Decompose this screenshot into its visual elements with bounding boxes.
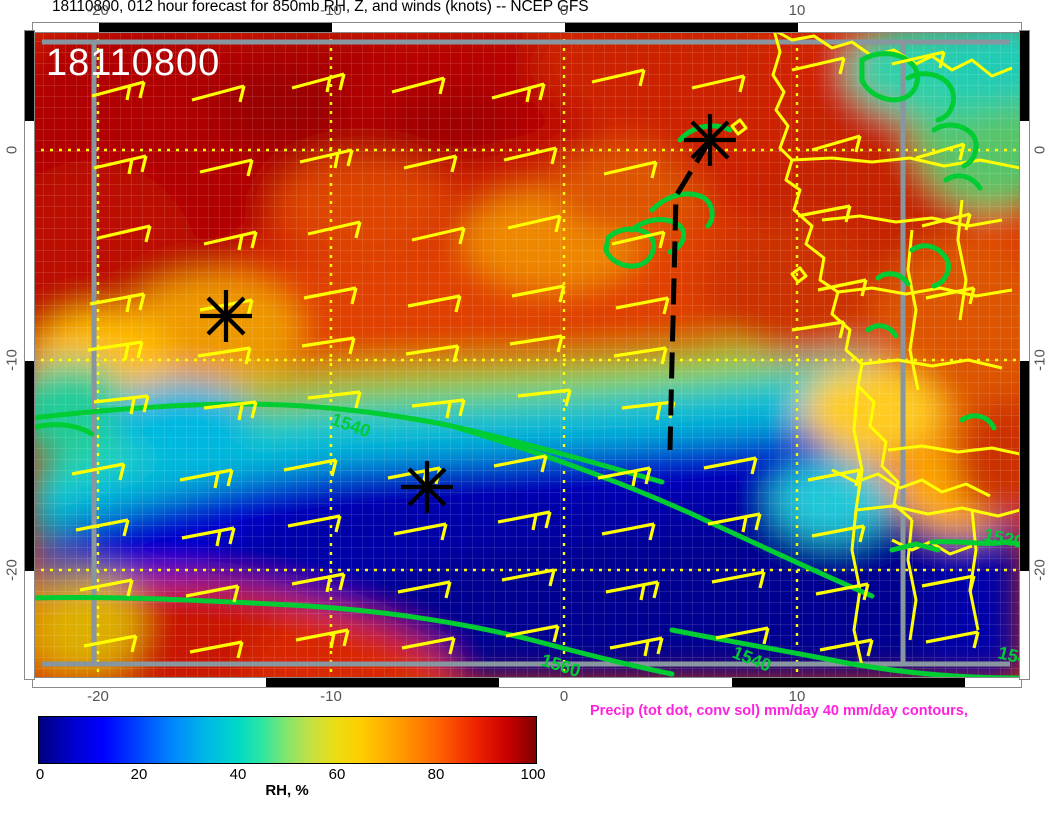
colorbar-label: RH, %: [265, 782, 309, 799]
map-plot-area[interactable]: 1540 1560 1540 1520 1540: [32, 30, 1020, 678]
xtick-top-0: -20: [87, 2, 109, 19]
axis-frame-bottom: [32, 677, 1022, 688]
wind-barb-layer: [71, 50, 980, 659]
xtick-bottom-1: -10: [320, 688, 342, 705]
storm-track-layer: [200, 114, 736, 513]
colorbar-tick-0: 0: [35, 766, 45, 783]
xtick-top-2: 0: [559, 2, 569, 19]
coastline-layer: [730, 30, 1020, 667]
xtick-top-1: -10: [320, 2, 342, 19]
geopotential-contours: [32, 51, 1020, 678]
storm-marker-3: [401, 461, 453, 513]
colorbar-tick-2: 40: [229, 766, 247, 783]
relative-humidity-field: 1540 1560 1540 1520 1540: [32, 30, 1020, 678]
ytick-right-1: -10: [1031, 349, 1049, 371]
ytick-left-0: 0: [3, 145, 21, 155]
ytick-left-1: -10: [3, 349, 21, 371]
ytick-right-2: -20: [1031, 559, 1049, 581]
precip-annotation: Precip (tot dot, conv sol) mm/day 40 mm/…: [590, 703, 968, 719]
storm-marker-2: [200, 290, 252, 342]
colorbar[interactable]: [38, 716, 537, 764]
colorbar-tick-3: 60: [328, 766, 346, 783]
xtick-bottom-3: 10: [788, 688, 806, 705]
colorbar-tick-4: 80: [427, 766, 445, 783]
page-title: 18110800, 012 hour forecast for 850mb RH…: [52, 0, 589, 15]
colorbar-tick-5: 100: [520, 766, 546, 783]
axis-frame-left: [24, 30, 35, 680]
xtick-bottom-2: 0: [559, 688, 569, 705]
latlon-grid: [32, 30, 1020, 678]
axis-frame-top: [32, 22, 1022, 33]
xtick-top-3: 10: [788, 2, 806, 19]
xtick-bottom-0: -20: [87, 688, 109, 705]
ytick-right-0: 0: [1031, 145, 1049, 155]
ytick-left-2: -20: [3, 559, 21, 581]
storm-marker-1: [684, 114, 736, 166]
axis-frame-right: [1019, 30, 1030, 680]
forecast-timestamp-overlay: 18110800: [46, 42, 221, 84]
colorbar-tick-1: 20: [130, 766, 148, 783]
